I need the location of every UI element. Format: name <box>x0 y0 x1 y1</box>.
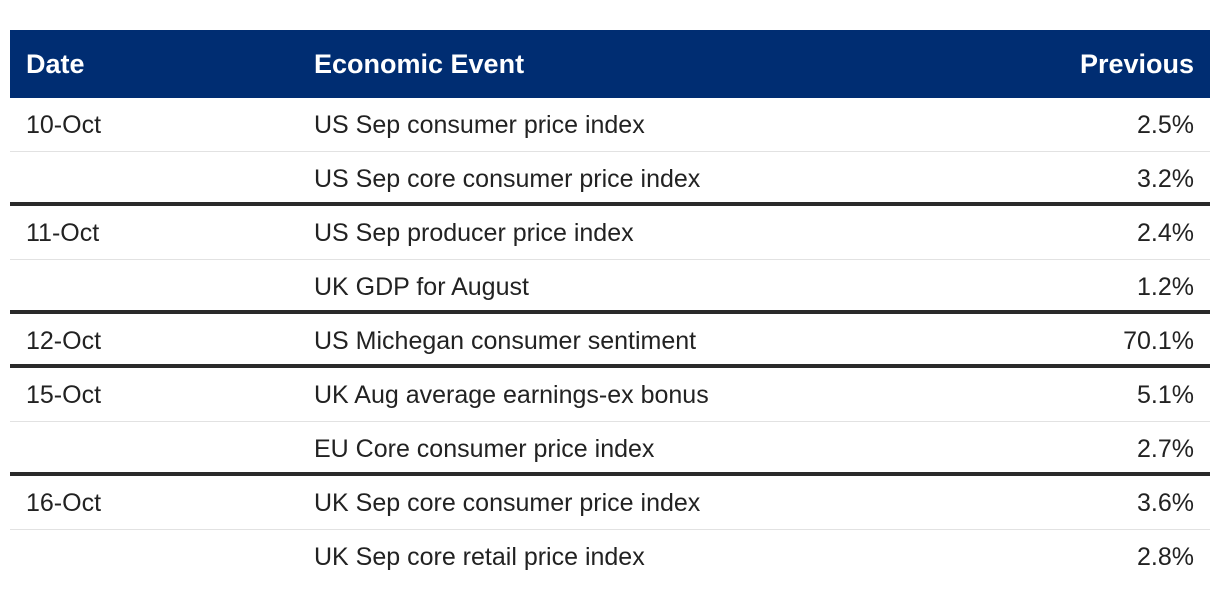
row-previous: 3.2% <box>1137 165 1194 193</box>
header-date: Date <box>26 48 85 79</box>
row-previous: 5.1% <box>1137 381 1194 409</box>
row-event: US Sep producer price index <box>314 219 634 247</box>
row-date: 11-Oct <box>26 219 100 247</box>
row-previous: 2.5% <box>1137 111 1194 139</box>
row-event: UK Sep core consumer price index <box>314 489 701 517</box>
table-row: UK GDP for August 1.2% <box>10 260 1210 314</box>
row-date: 16-Oct <box>26 489 102 517</box>
row-previous: 2.7% <box>1137 435 1194 463</box>
economic-calendar-table: Date Economic Event Previous 10-Oct US S… <box>10 30 1210 584</box>
row-previous: 3.6% <box>1137 489 1194 517</box>
table-row: 16-Oct UK Sep core consumer price index … <box>10 476 1210 530</box>
header-economic-event: Economic Event <box>314 48 525 79</box>
row-event: UK Aug average earnings-ex bonus <box>314 381 709 409</box>
row-date: 15-Oct <box>26 381 102 409</box>
row-previous: 2.8% <box>1137 543 1194 571</box>
row-previous: 70.1% <box>1123 327 1194 355</box>
table-row: UK Sep core retail price index 2.8% <box>10 530 1210 584</box>
table-row: 12-Oct US Michegan consumer sentiment 70… <box>10 314 1210 368</box>
table-row: 11-Oct US Sep producer price index 2.4% <box>10 206 1210 260</box>
row-previous: 1.2% <box>1137 273 1194 301</box>
row-event: UK Sep core retail price index <box>314 543 645 571</box>
table-row: 15-Oct UK Aug average earnings-ex bonus … <box>10 368 1210 422</box>
row-event: US Sep core consumer price index <box>314 165 701 193</box>
row-event: US Michegan consumer sentiment <box>314 327 697 355</box>
table-row: EU Core consumer price index 2.7% <box>10 422 1210 476</box>
row-event: UK GDP for August <box>314 273 529 301</box>
table-row: US Sep core consumer price index 3.2% <box>10 152 1210 206</box>
row-event: EU Core consumer price index <box>314 435 655 463</box>
table-row: 10-Oct US Sep consumer price index 2.5% <box>10 98 1210 152</box>
header-previous: Previous <box>1079 48 1194 79</box>
table-header: Date Economic Event Previous <box>10 30 1210 98</box>
row-previous: 2.4% <box>1137 219 1194 247</box>
row-date: 12-Oct <box>26 327 102 355</box>
row-event: US Sep consumer price index <box>314 111 645 139</box>
row-date: 10-Oct <box>26 111 102 139</box>
